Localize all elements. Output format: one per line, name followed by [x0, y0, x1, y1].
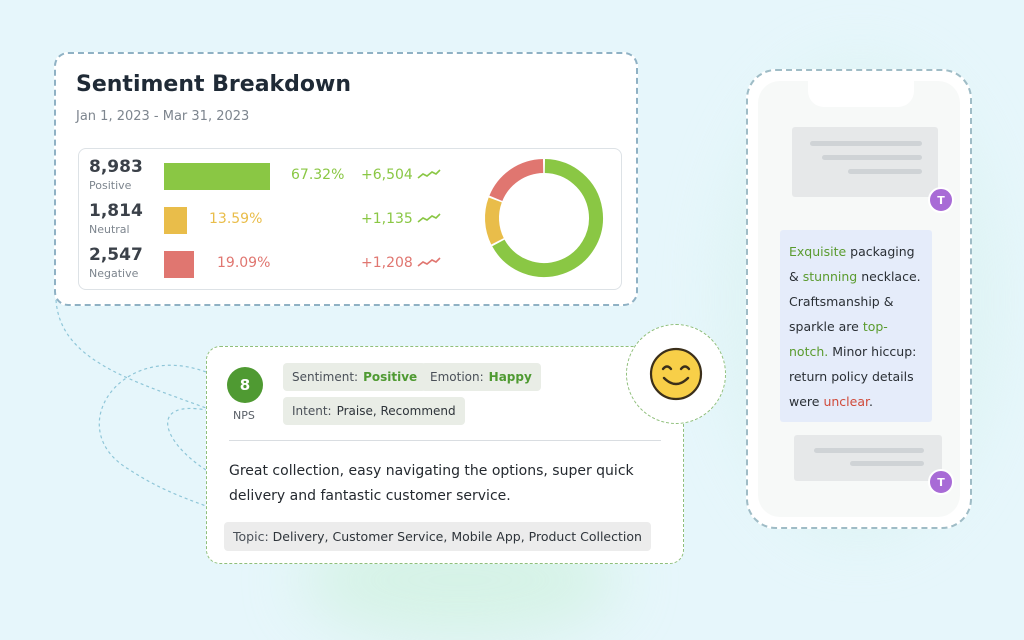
row-label: Positive — [89, 179, 132, 192]
phone-screen: T Exquisite packaging & stunning necklac… — [758, 79, 960, 517]
chip-key: Intent: — [292, 404, 332, 418]
user-avatar: T — [928, 187, 954, 213]
nps-score-badge: 8 — [227, 367, 263, 403]
delta: +1,135 — [361, 211, 413, 227]
message-text: Minor hiccup: return policy details were — [789, 344, 917, 409]
delta: +6,504 — [361, 167, 413, 183]
percent: 67.32% — [291, 167, 345, 183]
trend-up-icon — [417, 257, 441, 267]
delta: +1,208 — [361, 255, 413, 271]
review-card: 8 NPS Sentiment: Positive Emotion: Happy… — [206, 346, 684, 564]
count: 2,547 — [89, 245, 143, 265]
chip-key: Topic: — [233, 529, 269, 544]
count: 8,983 — [89, 157, 143, 177]
highlight-positive: stunning — [802, 269, 858, 284]
message-bubble: Exquisite packaging & stunning necklace.… — [780, 230, 932, 422]
sentiment-chip: Sentiment: Positive — [283, 363, 427, 391]
date-range: Jan 1, 2023 - Mar 31, 2023 — [76, 109, 250, 124]
intent-chip: Intent: Praise, Recommend — [283, 397, 465, 425]
sentiment-row-positive: 8,983 Positive 67.32% +6,504 — [89, 157, 449, 197]
sentiment-row-neutral: 1,814 Neutral 13.59% +1,135 — [89, 201, 449, 241]
negative-bar — [164, 251, 194, 278]
percent: 19.09% — [217, 255, 271, 271]
chip-value: Happy — [488, 370, 532, 384]
donut-slice-positive — [492, 159, 603, 277]
emotion-indicator — [626, 324, 726, 424]
sentiment-donut-chart — [485, 159, 603, 277]
donut-slice-neutral — [485, 197, 504, 245]
topic-chip: Topic: Delivery, Customer Service, Mobil… — [224, 522, 651, 551]
percent: 13.59% — [209, 211, 263, 227]
message-text: . — [869, 394, 873, 409]
smiley-face-icon — [649, 347, 703, 401]
highlight-negative: unclear — [823, 394, 869, 409]
message-text: packaging & — [789, 244, 915, 284]
divider — [229, 440, 661, 441]
message-text: necklace. Craftsmanship & sparkle are — [789, 269, 921, 334]
connector-lines — [55, 299, 207, 507]
emotion-chip: Emotion: Happy — [421, 363, 541, 391]
row-label: Neutral — [89, 223, 130, 236]
sentiment-row-negative: 2,547 Negative 19.09% +1,208 — [89, 245, 449, 285]
highlight-positive: top-notch. — [789, 319, 888, 359]
message-placeholder — [792, 127, 938, 197]
chip-value: Delivery, Customer Service, Mobile App, … — [272, 529, 642, 544]
count: 1,814 — [89, 201, 143, 221]
positive-bar — [164, 163, 270, 190]
review-text: Great collection, easy navigating the op… — [229, 463, 634, 504]
chip-key: Sentiment: — [292, 370, 359, 384]
nps-label: NPS — [233, 409, 255, 422]
phone-mockup: T Exquisite packaging & stunning necklac… — [746, 69, 972, 529]
chip-value: Positive — [363, 370, 418, 384]
row-label: Negative — [89, 267, 139, 280]
sentiment-breakdown-card: Sentiment Breakdown Jan 1, 2023 - Mar 31… — [54, 52, 638, 306]
trend-up-icon — [417, 169, 441, 179]
phone-notch — [808, 79, 914, 107]
card-title: Sentiment Breakdown — [76, 72, 352, 97]
highlight-positive: Exquisite — [789, 244, 847, 259]
sentiment-panel: 8,983 Positive 67.32% +6,504 1,814 Neutr… — [78, 148, 622, 290]
chip-value: Praise, Recommend — [336, 404, 456, 418]
donut-slice-negative — [489, 159, 544, 202]
trend-up-icon — [417, 213, 441, 223]
neutral-bar — [164, 207, 187, 234]
chip-key: Emotion: — [430, 370, 484, 384]
user-avatar: T — [928, 469, 954, 495]
message-placeholder — [794, 435, 942, 481]
